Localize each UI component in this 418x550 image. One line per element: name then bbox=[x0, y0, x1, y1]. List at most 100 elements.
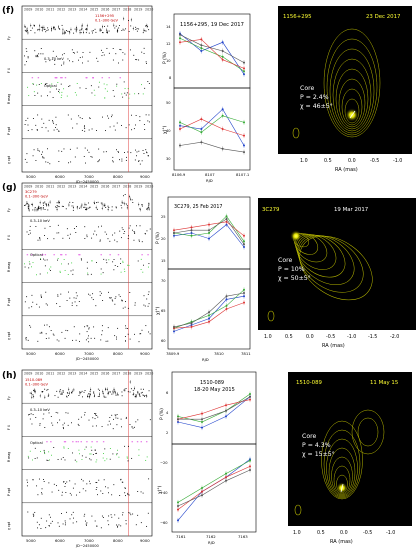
lc-point bbox=[26, 201, 28, 203]
lc-point bbox=[47, 395, 49, 397]
pol-point bbox=[225, 479, 227, 482]
lc-point bbox=[139, 116, 141, 118]
lc-point bbox=[53, 26, 55, 28]
lc-point bbox=[102, 517, 104, 518]
pol-point bbox=[201, 418, 203, 421]
lc-point bbox=[109, 126, 111, 128]
pol-frame-bottom bbox=[167, 268, 251, 350]
lc-point bbox=[114, 239, 116, 241]
lc-point bbox=[102, 32, 104, 34]
lc-optical-magenta bbox=[26, 254, 29, 256]
lc-point bbox=[33, 514, 35, 516]
pol-series-line bbox=[177, 399, 251, 420]
lc-point bbox=[47, 272, 48, 274]
vlbi-source: 1510-089 bbox=[296, 380, 323, 386]
lc-point bbox=[61, 150, 63, 152]
year-label: 2015 bbox=[90, 372, 98, 376]
lc-point bbox=[135, 28, 137, 30]
lc-point bbox=[134, 93, 136, 95]
xtick: 8106.9 bbox=[172, 172, 186, 177]
lc-point bbox=[50, 266, 52, 268]
lc-point bbox=[41, 153, 43, 155]
lc-optical-magenta bbox=[44, 254, 47, 256]
lc-point bbox=[138, 150, 140, 152]
lc-point bbox=[131, 114, 132, 116]
lc-point bbox=[117, 525, 119, 527]
lc-point bbox=[116, 453, 118, 455]
lc-point bbox=[53, 334, 55, 336]
lc-point bbox=[103, 258, 105, 260]
panel-f: (f) 2009 2010 2011 2012 2013 2014 2015 2… bbox=[2, 5, 412, 184]
lc-point bbox=[51, 83, 53, 85]
lc-point bbox=[89, 458, 91, 460]
lc-point bbox=[88, 341, 90, 343]
lc-point bbox=[33, 24, 35, 26]
pol-title: 3C279, 25 Feb 2017 bbox=[174, 204, 222, 210]
lc-point bbox=[137, 491, 139, 492]
lc-point bbox=[52, 333, 54, 335]
lc-point bbox=[101, 330, 103, 332]
lc-point bbox=[101, 334, 103, 336]
lc-point bbox=[125, 327, 127, 329]
lc-point bbox=[139, 163, 141, 165]
pol-point bbox=[221, 50, 224, 52]
lc-point bbox=[44, 201, 46, 203]
lc-point bbox=[129, 424, 131, 425]
lc-point bbox=[132, 394, 134, 396]
lc-point bbox=[43, 479, 44, 480]
pol-point bbox=[225, 415, 227, 418]
lc-point bbox=[47, 148, 48, 150]
lc-point bbox=[58, 161, 60, 162]
lc-optical-magenta bbox=[60, 77, 62, 79]
lc-point bbox=[39, 273, 41, 275]
lc-point bbox=[32, 262, 34, 264]
year-label: 2013 bbox=[68, 8, 76, 12]
lc-point bbox=[35, 56, 37, 58]
contour-ring bbox=[328, 447, 356, 497]
lc-point bbox=[44, 28, 46, 30]
lc-point bbox=[127, 88, 129, 90]
lc-point bbox=[40, 450, 42, 452]
lc-point bbox=[115, 415, 117, 417]
lc-point bbox=[67, 392, 69, 394]
lc-frame bbox=[21, 182, 153, 350]
lc-point bbox=[24, 266, 26, 268]
lc-point bbox=[91, 515, 93, 517]
lc-point bbox=[112, 453, 114, 455]
lc-point bbox=[142, 394, 144, 396]
ytick: 2 bbox=[166, 431, 168, 435]
lc-point bbox=[123, 389, 125, 391]
lc-point bbox=[124, 492, 126, 494]
lc-point bbox=[117, 394, 119, 396]
lc-point bbox=[57, 295, 59, 297]
vlbi-pol: P = 10% bbox=[278, 266, 305, 273]
lc-point bbox=[93, 233, 95, 235]
pol-point bbox=[249, 398, 251, 401]
lc-point bbox=[45, 303, 47, 305]
lc-point bbox=[107, 205, 109, 207]
lc-point bbox=[73, 326, 75, 328]
lc-point bbox=[143, 395, 145, 396]
ytick: −20 bbox=[160, 461, 168, 465]
lc-point bbox=[99, 239, 101, 241]
lc-point bbox=[124, 487, 126, 489]
ylabel-xray: F X bbox=[7, 234, 11, 240]
lc-point bbox=[32, 155, 34, 157]
lc-point bbox=[148, 205, 150, 207]
lc-point bbox=[109, 448, 111, 449]
lc-point bbox=[113, 125, 115, 127]
lc-point bbox=[136, 155, 137, 157]
xtick: -1.5 bbox=[368, 334, 377, 340]
xtick: 5000 bbox=[26, 538, 36, 543]
lc-point bbox=[140, 269, 142, 270]
lc-point bbox=[40, 297, 42, 298]
lc-point bbox=[76, 51, 78, 53]
lc-optical-magenta bbox=[65, 254, 67, 256]
lc-point bbox=[67, 395, 69, 396]
pol-chi-yticks: 60 65 70 bbox=[161, 279, 166, 343]
lc-point bbox=[84, 147, 86, 149]
lc-point bbox=[41, 488, 43, 490]
lc-point bbox=[86, 267, 88, 269]
lc-point bbox=[84, 390, 86, 391]
